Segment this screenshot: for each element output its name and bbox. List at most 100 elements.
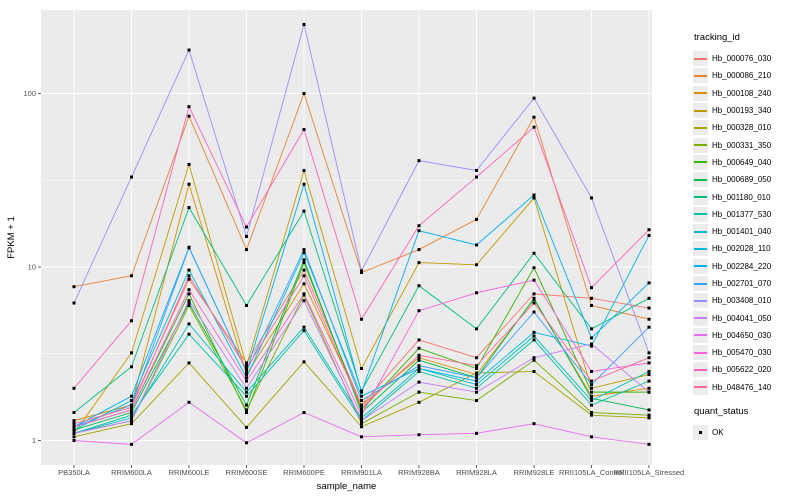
data-point [72, 422, 76, 426]
legend-item: Hb_004650_030 [693, 327, 799, 344]
data-point [302, 209, 306, 213]
data-point [475, 367, 478, 371]
data-point [360, 425, 363, 429]
data-point [245, 364, 248, 368]
data-point [590, 379, 593, 383]
series-color-line-icon [694, 161, 707, 164]
data-point [245, 248, 248, 252]
data-point [590, 344, 593, 348]
data-point [302, 258, 306, 262]
data-point [647, 390, 651, 394]
x-tick-label: RRIM928LE [514, 468, 555, 477]
legend-item: Hb_004041_050 [693, 309, 799, 326]
data-point [302, 325, 306, 329]
legend-key [693, 327, 708, 343]
legend-key [693, 293, 708, 309]
data-point [532, 251, 536, 255]
data-point [187, 400, 191, 404]
series-color-line-icon [694, 92, 707, 95]
data-point [360, 413, 363, 417]
data-point [187, 274, 191, 278]
data-point [302, 22, 306, 26]
data-point [475, 327, 478, 331]
data-point [72, 411, 76, 415]
legend-key [693, 120, 708, 136]
data-point [245, 390, 248, 394]
data-point [532, 369, 536, 373]
legend-item: Hb_000193_340 [693, 102, 799, 119]
data-point [130, 411, 133, 415]
data-point [475, 175, 478, 179]
data-point [475, 379, 478, 383]
y-tick-label: 10 [28, 263, 36, 272]
data-point [417, 356, 421, 360]
data-point [417, 380, 421, 384]
data-point [302, 261, 306, 265]
series-color-line-icon [694, 368, 707, 371]
data-point [360, 422, 363, 426]
data-point [187, 182, 191, 186]
x-tick-label: RRII105LA_Stressed [614, 468, 684, 477]
legend-key [693, 68, 708, 84]
legend-key [693, 206, 708, 222]
data-point [72, 435, 76, 439]
data-point [187, 268, 191, 272]
data-point [360, 419, 363, 423]
legend-item: Hb_000108_240 [693, 85, 799, 102]
data-point [302, 92, 306, 95]
data-point [130, 351, 133, 355]
data-point [475, 217, 478, 221]
data-point [475, 356, 478, 360]
data-point [532, 278, 536, 282]
data-point [360, 411, 363, 415]
legend-item: Hb_048476_140 [693, 379, 799, 396]
data-point [245, 303, 248, 307]
legend-item: Hb_001377_530 [693, 206, 799, 223]
data-point [417, 433, 421, 437]
data-point [187, 361, 191, 365]
data-point [590, 303, 593, 307]
data-point [590, 369, 593, 373]
data-point [590, 399, 593, 403]
data-point [590, 390, 593, 394]
legend-item: Hb_000649_040 [693, 154, 799, 171]
legend-label: Hb_000649_040 [712, 157, 772, 167]
data-point [130, 403, 133, 407]
quant-status-key [693, 425, 708, 441]
data-point [590, 413, 593, 417]
series-color-line-icon [694, 247, 707, 250]
data-point [360, 317, 363, 321]
data-point [532, 301, 536, 305]
data-point [475, 243, 478, 247]
data-point [590, 396, 593, 400]
data-point [417, 261, 421, 265]
legend-key [693, 51, 708, 67]
legend-label: Hb_001180_010 [712, 192, 771, 202]
data-point [245, 225, 248, 229]
legend-label: Hb_000193_340 [712, 106, 772, 116]
data-point [590, 403, 593, 407]
data-point [72, 386, 76, 390]
legend-label: Hb_000689_050 [712, 175, 772, 185]
data-point [647, 281, 651, 285]
legend-key [693, 172, 708, 188]
legend-label: Hb_004041_050 [712, 313, 772, 323]
data-point [647, 306, 651, 310]
data-point [360, 403, 363, 407]
legend-item: Hb_005622_020 [693, 361, 799, 378]
x-tick-label: RRIM600PE [283, 468, 325, 477]
data-point [360, 405, 363, 409]
legend-key [693, 154, 708, 170]
x-tick-label: RRIM600SE [226, 468, 268, 477]
series-color-line-icon [694, 178, 707, 181]
legend-item: Hb_000328_010 [693, 119, 799, 136]
legend-item-quant-ok: OK [693, 424, 799, 441]
data-point [647, 386, 651, 390]
data-point [590, 383, 593, 387]
x-tick-label: RRIM928BA [398, 468, 440, 477]
data-point [532, 334, 536, 338]
data-point [532, 266, 536, 270]
legend-key [693, 258, 708, 274]
data-point [130, 319, 133, 323]
